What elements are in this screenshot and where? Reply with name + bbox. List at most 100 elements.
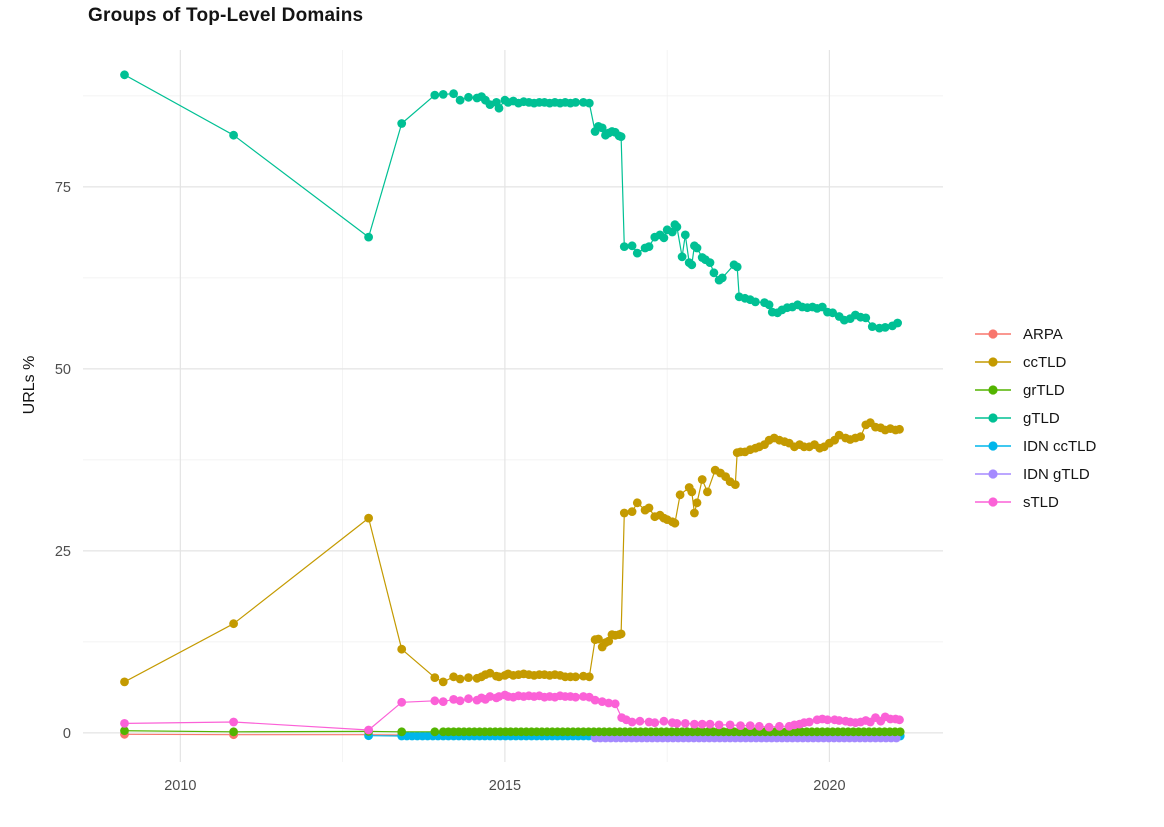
- legend-key-dot: [988, 497, 998, 507]
- y-tick-label: 50: [55, 362, 71, 378]
- legend-label-cctld: ccTLD: [1023, 353, 1067, 371]
- data-point-grtld: [120, 726, 129, 736]
- series-line-gtld: [124, 74, 898, 329]
- data-point-stld: [804, 717, 814, 727]
- data-point-gtld: [732, 262, 742, 272]
- legend-key-dot: [988, 413, 998, 423]
- data-point-cctld: [703, 487, 712, 497]
- data-point-stld: [364, 725, 373, 735]
- data-point-cctld: [697, 475, 707, 484]
- data-point-stld: [464, 694, 473, 704]
- x-tick-label: 2020: [813, 778, 845, 794]
- data-point-gtld: [644, 242, 654, 252]
- legend-key-icon-stld: [975, 497, 1011, 507]
- legend-item-idn-gtld: IDN gTLD: [975, 460, 1096, 488]
- data-point-gtld: [672, 222, 682, 232]
- data-point-gtld: [449, 89, 458, 99]
- data-point-stld: [604, 698, 614, 708]
- data-point-gtld: [120, 70, 129, 80]
- data-point-cctld: [730, 480, 740, 489]
- legend-key-dot: [988, 329, 998, 339]
- data-point-gtld: [464, 92, 473, 102]
- legend-item-grtld: grTLD: [975, 376, 1096, 404]
- data-point-gtld: [880, 323, 890, 332]
- data-point-gtld: [430, 90, 440, 100]
- data-point-stld: [895, 715, 904, 725]
- data-point-cctld: [616, 629, 626, 639]
- data-point-gtld: [597, 123, 607, 133]
- data-point-cctld: [687, 487, 697, 497]
- y-tick-label: 75: [55, 180, 71, 196]
- data-point-gtld: [632, 248, 642, 258]
- legend-key-dot: [988, 441, 998, 451]
- data-point-stld: [680, 719, 690, 728]
- data-point-stld: [834, 716, 844, 725]
- legend-item-arpa: ARPA: [975, 320, 1096, 348]
- data-point-cctld: [692, 498, 702, 508]
- data-point-cctld: [120, 677, 129, 687]
- data-point-grtld: [397, 727, 407, 737]
- legend-item-gtld: gTLD: [975, 404, 1096, 432]
- legend-label-idn-cctld: IDN ccTLD: [1023, 437, 1097, 455]
- x-tick-label: 2010: [164, 778, 196, 794]
- data-point-stld: [659, 716, 669, 726]
- y-tick-label: 0: [63, 726, 71, 742]
- y-tick-label: 25: [55, 544, 71, 560]
- data-point-stld: [650, 718, 660, 728]
- data-point-cctld: [438, 677, 448, 687]
- data-point-gtld: [717, 273, 727, 283]
- data-point-gtld: [705, 258, 715, 267]
- data-point-gtld: [584, 98, 594, 108]
- data-point-cctld: [584, 672, 594, 682]
- legend-key-icon-grtld: [975, 385, 1011, 395]
- data-point-gtld: [680, 230, 690, 240]
- legend-key-dot: [988, 469, 998, 479]
- data-point-stld: [672, 719, 682, 728]
- legend-key-dot: [988, 357, 998, 367]
- data-point-gtld: [861, 313, 871, 323]
- data-point-stld: [725, 720, 735, 730]
- data-point-gtld: [397, 119, 407, 128]
- x-tick-label: 2015: [489, 778, 521, 794]
- data-point-stld: [590, 695, 600, 705]
- data-point-gtld: [619, 242, 629, 252]
- legend-label-gtld: gTLD: [1023, 409, 1060, 427]
- data-point-stld: [690, 719, 699, 729]
- data-point-cctld: [594, 634, 603, 644]
- data-point-stld: [705, 719, 715, 729]
- series-line-arpa: [124, 733, 402, 736]
- data-point-gtld: [364, 232, 373, 242]
- data-point-stld: [764, 722, 774, 732]
- data-point-cctld: [644, 503, 654, 513]
- data-point-stld: [229, 717, 239, 727]
- legend-item-idn-cctld: IDN ccTLD: [975, 432, 1096, 460]
- data-point-stld: [120, 719, 129, 728]
- data-point-cctld: [856, 432, 865, 441]
- data-point-stld: [627, 717, 637, 727]
- data-point-cctld: [397, 644, 407, 654]
- data-point-cctld: [632, 498, 642, 508]
- data-point-gtld: [494, 103, 504, 113]
- data-point-stld: [455, 696, 465, 706]
- data-point-stld: [754, 721, 764, 731]
- legend-label-arpa: ARPA: [1023, 325, 1063, 343]
- data-point-cctld: [675, 490, 685, 500]
- data-point-cctld: [364, 513, 373, 523]
- legend-item-stld: sTLD: [975, 488, 1096, 516]
- legend-label-stld: sTLD: [1023, 493, 1059, 511]
- data-point-grtld: [430, 727, 440, 737]
- data-point-stld: [571, 692, 580, 702]
- data-point-cctld: [229, 619, 239, 629]
- data-point-stld: [697, 719, 707, 729]
- data-point-cctld: [604, 636, 614, 646]
- data-point-gtld: [692, 243, 702, 253]
- data-point-stld: [823, 715, 832, 725]
- data-point-cctld: [627, 507, 637, 516]
- data-point-cctld: [690, 508, 699, 518]
- legend-key-icon-gtld: [975, 413, 1011, 423]
- data-point-stld: [430, 696, 440, 706]
- data-point-gtld: [616, 132, 626, 142]
- data-point-gtld: [229, 130, 239, 140]
- legend-key-icon-idn-cctld: [975, 441, 1011, 451]
